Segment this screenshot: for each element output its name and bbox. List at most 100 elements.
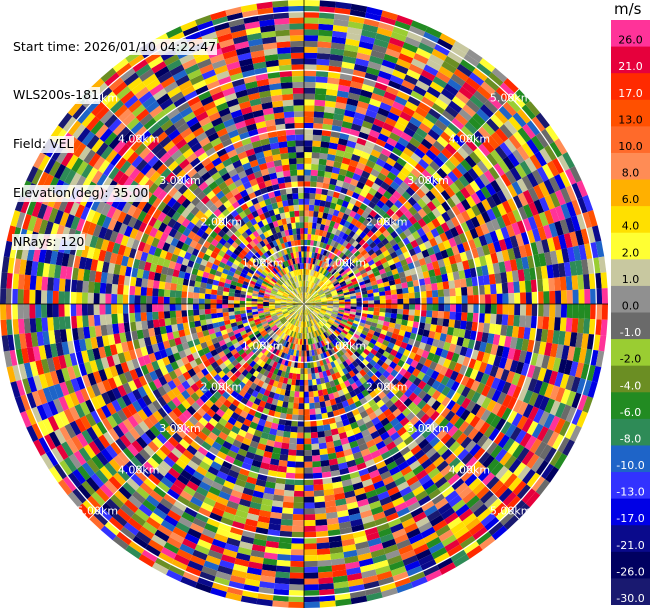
gate-cell <box>322 230 328 238</box>
gate-cell <box>162 340 171 350</box>
gate-cell <box>341 157 351 165</box>
gate-cell <box>284 371 290 379</box>
gate-cell <box>503 514 519 530</box>
gate-cell <box>322 325 328 332</box>
gate-cell <box>214 365 223 374</box>
gate-cell <box>343 264 350 271</box>
gate-cell <box>431 389 442 401</box>
gate-cell <box>534 151 548 167</box>
gate-cell <box>237 373 246 382</box>
gate-cell <box>352 280 359 286</box>
gate-cell <box>571 275 579 290</box>
gate-cell <box>163 456 176 468</box>
gate-cell <box>220 354 229 363</box>
gate-cell <box>222 299 229 304</box>
gate-cell <box>29 361 39 377</box>
gate-cell <box>480 104 495 118</box>
gate-cell <box>444 368 454 379</box>
gate-cell <box>301 339 304 345</box>
gate-cell <box>367 293 374 298</box>
gate-cell <box>480 490 495 504</box>
gate-cell <box>133 377 143 389</box>
gate-cell <box>214 436 226 446</box>
gate-cell <box>257 301 264 304</box>
gate-cell <box>333 300 340 303</box>
gate-cell <box>304 222 309 229</box>
gate-cell <box>475 266 483 277</box>
gate-cell <box>426 536 442 549</box>
gate-cell <box>351 395 360 403</box>
gate-cell <box>526 472 541 488</box>
gate-cell <box>321 412 329 420</box>
gate-cell <box>32 217 43 233</box>
gate-cell <box>125 331 133 342</box>
gate-cell <box>135 486 150 500</box>
gate-cell <box>542 278 550 292</box>
gate-cell <box>330 130 341 139</box>
gate-cell <box>275 571 290 579</box>
gate-cell <box>369 209 378 218</box>
gate-cell <box>458 328 466 339</box>
gate-cell <box>436 429 448 441</box>
gate-cell <box>491 205 502 219</box>
gate-cell <box>334 283 341 289</box>
gate-cell <box>414 163 426 174</box>
gate-cell <box>359 410 369 419</box>
gate-cell <box>123 246 132 258</box>
gate-cell <box>513 281 521 293</box>
gate-cell <box>96 420 108 435</box>
gate-cell <box>578 244 587 261</box>
gate-cell <box>222 548 238 559</box>
gate-cell <box>253 287 260 292</box>
gate-cell <box>335 384 343 392</box>
gate-cell <box>426 221 436 231</box>
gate-cell <box>230 425 241 435</box>
gate-cell <box>314 285 319 291</box>
gate-cell <box>183 272 192 280</box>
gate-cell <box>316 279 322 286</box>
gate-cell <box>49 370 60 386</box>
gate-cell <box>409 116 422 128</box>
gate-cell <box>328 392 335 400</box>
gate-cell <box>314 507 326 515</box>
gate-cell <box>458 175 470 188</box>
gate-cell <box>429 144 441 157</box>
gate-cell <box>544 342 553 357</box>
gate-cell <box>53 463 68 480</box>
gate-cell <box>481 265 489 276</box>
gate-cell <box>529 327 537 341</box>
gate-cell <box>332 254 339 262</box>
gate-cell <box>111 293 118 304</box>
gate-cell <box>117 284 124 295</box>
gate-cell <box>248 561 263 570</box>
gate-cell <box>332 308 339 312</box>
gate-cell <box>248 395 257 403</box>
gate-cell <box>373 163 383 173</box>
gate-cell <box>189 522 205 534</box>
gate-cell <box>353 387 362 396</box>
gate-cell <box>481 352 491 364</box>
gate-cell <box>368 187 378 197</box>
gate-cell <box>178 350 187 359</box>
gate-cell <box>463 53 480 68</box>
gate-cell <box>326 153 336 162</box>
gate-cell <box>394 476 407 487</box>
gate-cell <box>471 204 482 217</box>
gate-cell <box>237 448 248 457</box>
gate-cell <box>383 91 397 102</box>
gate-cell <box>349 254 357 261</box>
gate-cell <box>210 294 217 300</box>
gate-cell <box>64 379 75 395</box>
gate-cell <box>462 241 471 252</box>
gate-cell <box>549 192 561 208</box>
gate-cell <box>537 226 547 241</box>
gate-cell <box>343 151 353 160</box>
gate-cell <box>286 315 292 321</box>
gate-cell <box>470 403 482 416</box>
gate-cell <box>70 304 77 317</box>
gate-cell <box>451 205 461 217</box>
gate-cell <box>307 326 311 333</box>
gate-cell <box>278 418 286 426</box>
gate-cell <box>321 299 328 302</box>
gate-cell <box>403 74 419 86</box>
